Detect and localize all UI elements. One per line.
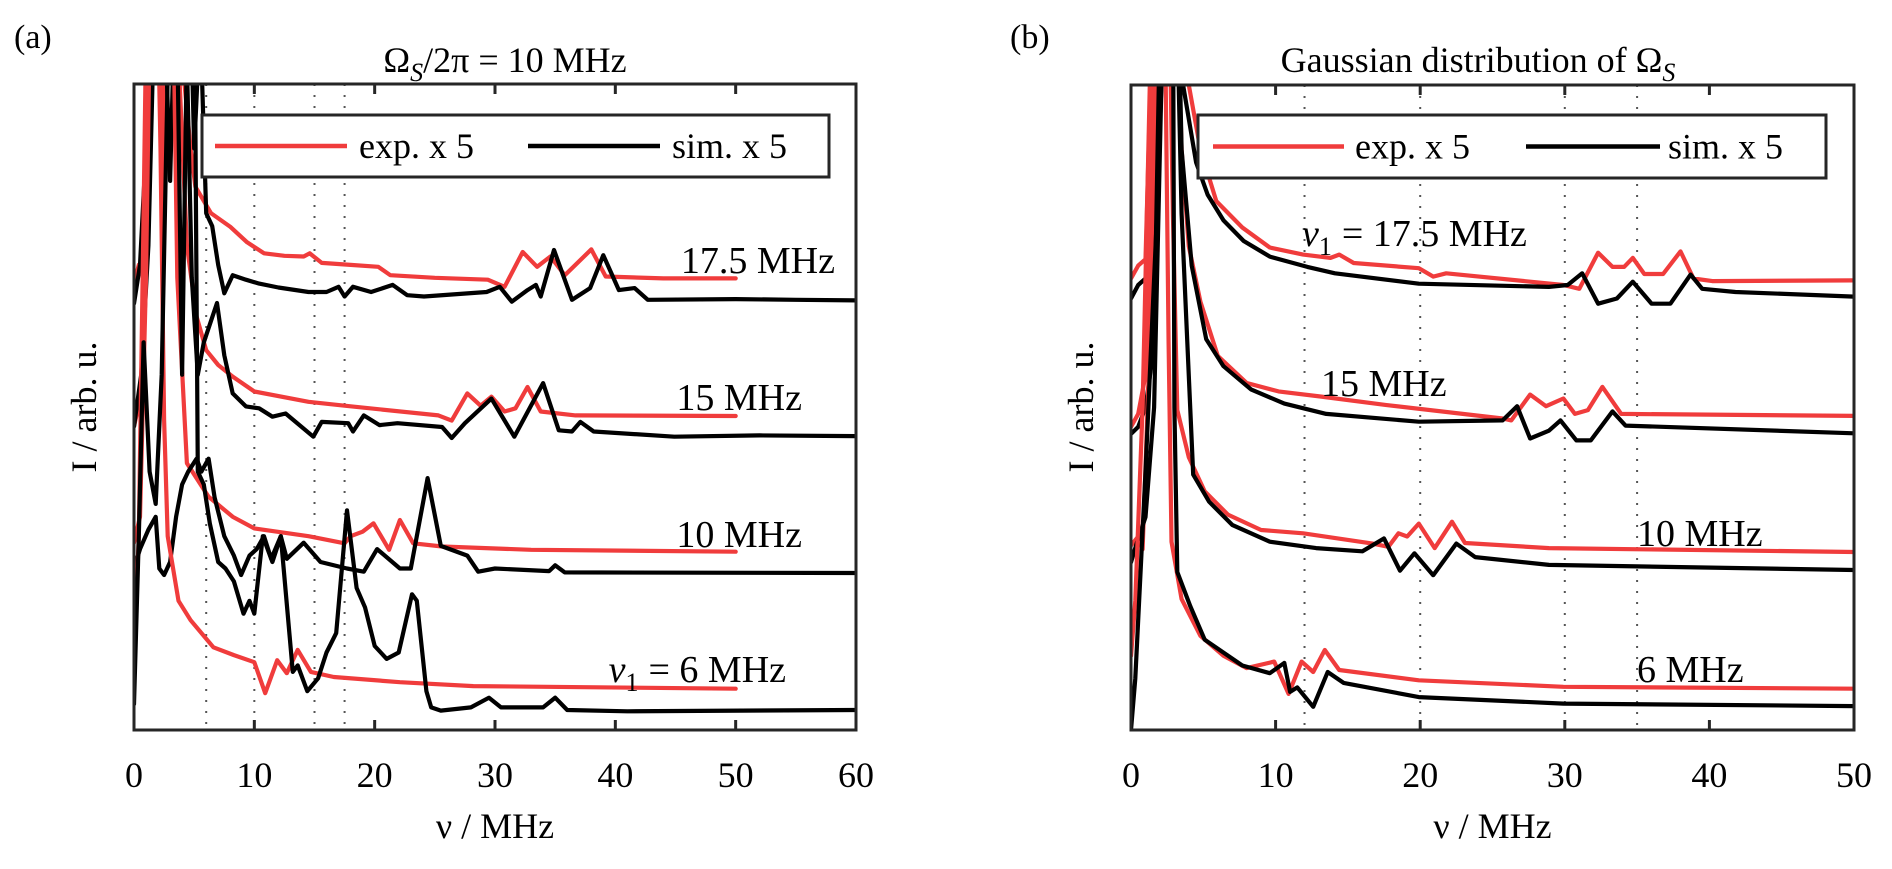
annotation-label: 15 MHz [676,377,802,419]
annotation-label: 10 MHz [676,514,802,556]
legend: exp. x 5 sim. x 5 [1196,113,1828,180]
x-tick-label: 0 [1122,755,1140,795]
title-base: Gaussian distribution of Ω [1281,40,1663,80]
x-tick-label: 40 [1691,755,1727,795]
sim-series-5 [1131,85,1854,578]
x-tick-label: 0 [125,755,143,795]
sim-series-3 [1131,85,1854,443]
legend-label-exp: exp. x 5 [359,126,474,166]
annotation-subscript: 1 [1319,232,1332,261]
exp-series-2 [1131,85,1854,429]
sim-series-3 [134,84,856,441]
panel-label: (a) [14,19,52,56]
chart-title: ΩS/2π = 10 MHz [383,40,626,87]
exp-series-6 [134,84,738,696]
x-tick-label: 40 [597,755,633,795]
annotation-label: ν1 = 17.5 MHz [1302,213,1527,261]
x-axis-label: ν / MHz [1433,806,1551,846]
annotation-label: 15 MHz [1321,363,1447,405]
legend-label-exp: exp. x 5 [1355,127,1470,167]
x-tick-label: 10 [1258,755,1294,795]
annotation-label: ν1 = 6 MHz [609,649,786,697]
title-subscript: S [1662,58,1675,87]
annotation-value: = 6 MHz [648,649,786,691]
legend: exp. x 5 sim. x 5 [200,113,831,179]
x-tick-label: 30 [1547,755,1583,795]
annotation-label: 6 MHz [1637,649,1744,691]
exp-series-2 [134,84,738,429]
x-tick-label: 60 [838,755,874,795]
x-tick-label: 20 [357,755,393,795]
title-base: Ω [383,40,410,80]
annotation-nu: ν [609,649,626,691]
exp-series-4 [134,84,738,554]
x-tick-label: 10 [236,755,272,795]
title-rest: /2π = 10 MHz [423,40,626,80]
series-group [1131,85,1854,730]
legend-label-sim: sim. x 5 [672,126,787,166]
annotation-value: = 17.5 MHz [1342,213,1527,255]
axes-frame [1129,83,1856,732]
sim-series-7 [1131,85,1854,730]
annotation-label: 10 MHz [1637,513,1763,555]
exp-series-6 [1131,85,1854,696]
title-subscript: S [410,58,423,87]
x-tick-label: 50 [718,755,754,795]
panel-label: (b) [1010,19,1050,56]
series-group [134,84,856,714]
annotation-label: 17.5 MHz [681,240,835,282]
y-axis-label: I / arb. u. [1061,342,1101,473]
legend-label-sim: sim. x 5 [1668,127,1783,167]
x-tick-label: 20 [1402,755,1438,795]
exp-series-0 [1131,85,1854,291]
y-axis-label: I / arb. u. [64,342,104,473]
chart-title: Gaussian distribution of ΩS [1281,40,1676,87]
panel-b: (b) Gaussian distribution of ΩS 0 10 20 30 40 5… [1010,19,1872,846]
x-tick-label: 30 [477,755,513,795]
sim-series-7 [134,84,856,714]
sim-series-1 [1131,85,1854,306]
x-axis-label: ν / MHz [436,806,554,846]
sim-series-1 [134,84,856,306]
panel-a: (a) ΩS/2π = 10 MHz 0 10 20 30 40 50 60 ν / MHz I /… [14,19,874,846]
annotation-nu: ν [1302,213,1319,255]
annotation-subscript: 1 [625,668,638,697]
x-tick-label: 50 [1836,755,1872,795]
